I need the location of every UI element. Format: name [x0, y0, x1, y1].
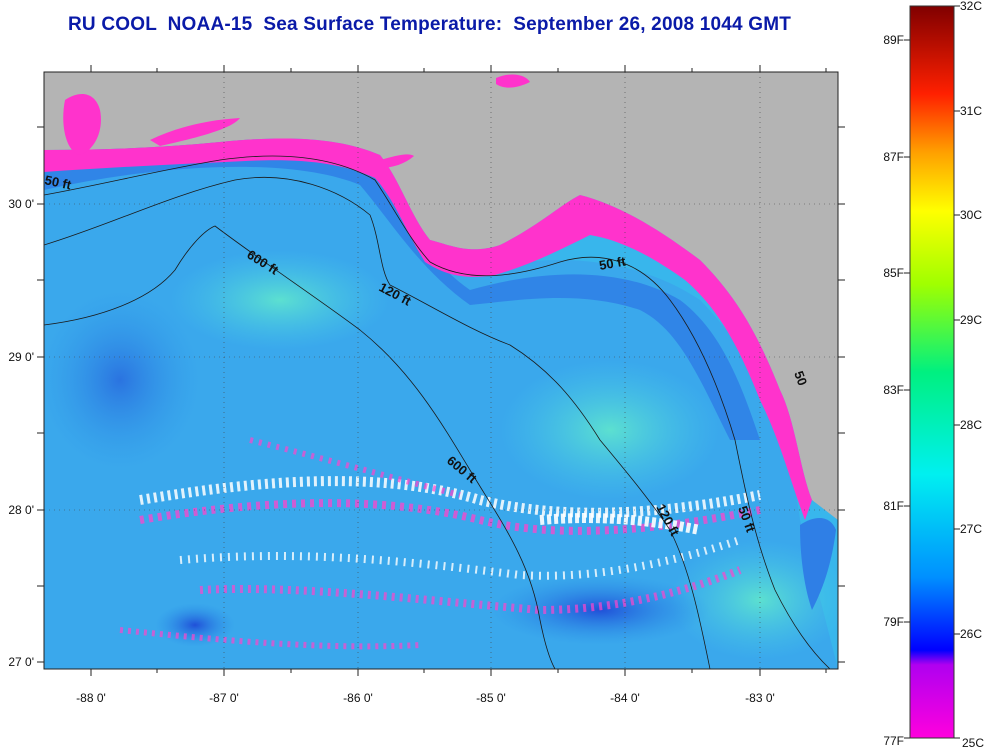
lon-label-85: -85 0': [476, 691, 506, 705]
colorbar-f-81: 81F: [883, 499, 904, 513]
colorbar-f-79: 79F: [883, 615, 904, 629]
inland-lake: [496, 74, 530, 88]
longitude-labels: -88 0' -87 0' -86 0' -85 0' -84 0' -83 0…: [76, 691, 775, 705]
colorbar-c-31: 31C: [960, 104, 982, 118]
temperature-colorbar: 32C 31C 30C 29C 28C 27C 26C 25C 89F 87F …: [883, 0, 984, 750]
colorbar-f-89: 89F: [883, 33, 904, 47]
lat-label-27: 27 0': [8, 655, 34, 669]
contour-label-50ft-east: 50: [791, 369, 810, 388]
pensacola-bay: [150, 118, 240, 146]
colorbar-c-27: 27C: [960, 522, 982, 536]
land-mass: [44, 72, 838, 520]
colorbar-f-83: 83F: [883, 383, 904, 397]
colorbar-c-26: 26C: [960, 627, 982, 641]
colorbar-c-29: 29C: [960, 313, 982, 327]
map-title: RU COOL NOAA-15 Sea Surface Temperature:…: [68, 14, 792, 35]
colorbar-c-32: 32C: [960, 0, 982, 13]
contour-50ft: [44, 155, 831, 669]
lat-label-30: 30 0': [8, 197, 34, 211]
latitude-labels: 30 0' 29 0' 28 0' 27 0': [8, 197, 34, 669]
colorbar-c-25: 25C: [962, 736, 984, 750]
lat-label-28: 28 0': [8, 503, 34, 517]
map-frame: [43, 71, 839, 670]
colorbar-f-87: 87F: [883, 150, 904, 164]
contour-label-50ft-west: 50 ft: [43, 172, 73, 192]
warm-coastal-strip: [44, 138, 812, 521]
contour-label-50ft-bigbend: 50 ft: [598, 253, 628, 273]
cloud-contamination: [119, 437, 761, 650]
colorbar-c-30: 30C: [960, 208, 982, 222]
st-andrews-bay: [380, 154, 414, 168]
contour-120ft: [44, 177, 711, 669]
contour-600ft: [44, 225, 556, 669]
tampa-bay: [800, 518, 836, 610]
cool-eddy-southwest: [155, 603, 235, 647]
axis-ticks: [37, 65, 845, 676]
map-area: 50 ft 600 ft 120 ft 50 ft 600 ft 120 ft …: [43, 72, 838, 669]
warm-southeast-water: [670, 540, 838, 660]
lon-label-87: -87 0': [209, 691, 239, 705]
colorbar-c-28: 28C: [960, 418, 982, 432]
mobile-bay: [63, 94, 101, 155]
lon-label-88: -88 0': [76, 691, 106, 705]
colorbar-f-77: 77F: [883, 734, 904, 748]
warm-shelf-water: [500, 360, 720, 500]
lon-label-86: -86 0': [343, 691, 373, 705]
lon-label-83: -83 0': [745, 691, 775, 705]
cool-west: [44, 290, 200, 470]
warm-eddy: [170, 250, 390, 350]
colorbar-gradient: [909, 5, 955, 739]
lon-label-84: -84 0': [610, 691, 640, 705]
colorbar-f-85: 85F: [883, 266, 904, 280]
depth-contours: [44, 155, 831, 669]
lat-label-29: 29 0': [8, 350, 34, 364]
